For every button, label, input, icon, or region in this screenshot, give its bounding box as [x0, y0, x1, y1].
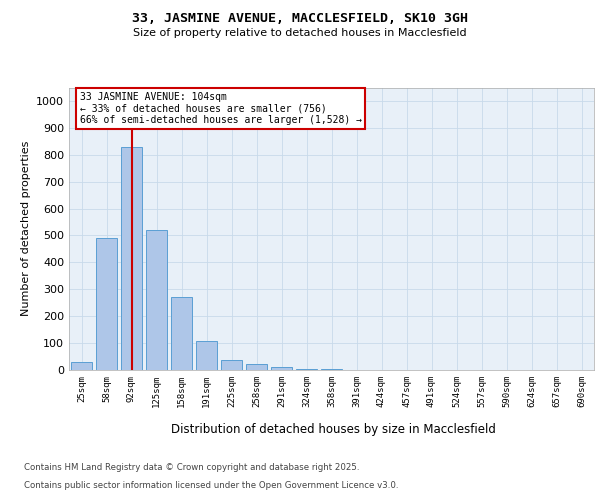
Text: Distribution of detached houses by size in Macclesfield: Distribution of detached houses by size …: [170, 422, 496, 436]
Bar: [321, 368, 342, 370]
Bar: [246, 364, 267, 370]
Bar: [221, 360, 242, 370]
Text: Size of property relative to detached houses in Macclesfield: Size of property relative to detached ho…: [133, 28, 467, 38]
Bar: [121, 146, 142, 370]
Bar: [196, 341, 217, 370]
Y-axis label: Number of detached properties: Number of detached properties: [20, 141, 31, 316]
Text: 33, JASMINE AVENUE, MACCLESFIELD, SK10 3GH: 33, JASMINE AVENUE, MACCLESFIELD, SK10 3…: [132, 12, 468, 26]
Bar: [296, 368, 317, 370]
Bar: [71, 362, 92, 370]
Bar: [96, 238, 117, 370]
Bar: [146, 230, 167, 370]
Bar: [171, 298, 192, 370]
Text: Contains HM Land Registry data © Crown copyright and database right 2025.: Contains HM Land Registry data © Crown c…: [24, 463, 359, 472]
Text: 33 JASMINE AVENUE: 104sqm
← 33% of detached houses are smaller (756)
66% of semi: 33 JASMINE AVENUE: 104sqm ← 33% of detac…: [79, 92, 361, 125]
Bar: [271, 368, 292, 370]
Text: Contains public sector information licensed under the Open Government Licence v3: Contains public sector information licen…: [24, 480, 398, 490]
